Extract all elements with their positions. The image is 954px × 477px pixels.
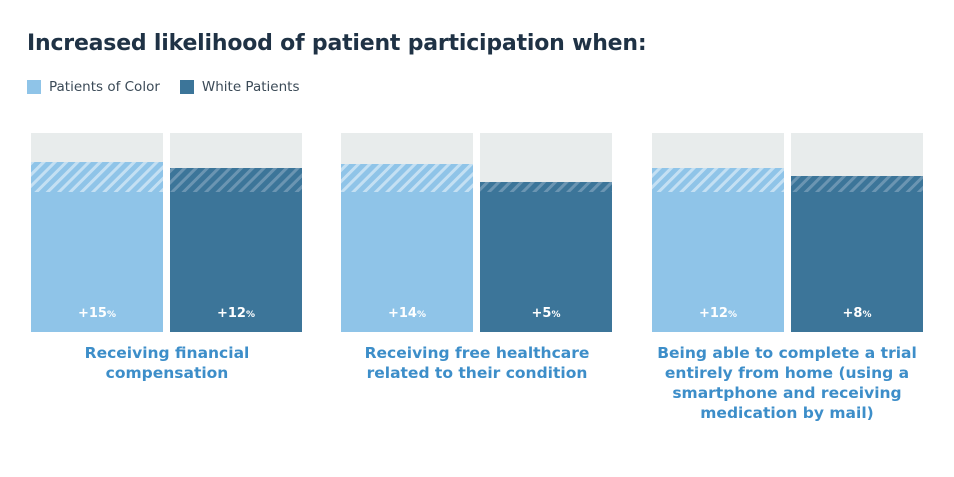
legend-item-patients-of-color: Patients of Color — [27, 79, 160, 95]
legend-item-white-patients: White Patients — [179, 79, 300, 95]
legend-label-white-patients: White Patients — [201, 79, 300, 95]
category-label-trial-from-home: Being able to complete a trial entirely … — [657, 344, 917, 422]
legend-label-patients-of-color: Patients of Color — [49, 79, 160, 95]
value-label-healthcare-poc: +14% — [388, 306, 426, 321]
bar-base-home-poc — [652, 192, 784, 332]
category-label-free-healthcare: Receiving free healthcare related to the… — [364, 344, 590, 382]
bar-base-financial-poc — [31, 192, 163, 332]
value-label-financial-white: +12% — [217, 306, 255, 321]
bars-group: +15% +12% +14% +5% +12% +8% — [31, 133, 923, 332]
bar-base-healthcare-poc — [341, 192, 473, 332]
value-label-home-poc: +12% — [699, 306, 737, 321]
bar-base-healthcare-white — [480, 192, 612, 332]
value-label-healthcare-white: +5% — [532, 306, 561, 321]
bar-increase-financial-poc — [31, 162, 163, 192]
bar-increase-home-poc — [652, 168, 784, 192]
bar-increase-home-white — [791, 176, 923, 192]
bar-increase-healthcare-white — [480, 182, 612, 192]
bar-increase-financial-white — [170, 168, 302, 192]
value-label-home-white: +8% — [843, 306, 872, 321]
bar-base-home-white — [791, 192, 923, 332]
category-label-financial-compensation: Receiving financial compensation — [84, 344, 250, 382]
legend-swatch-white-patients — [179, 80, 194, 94]
bar-increase-healthcare-poc — [341, 164, 473, 192]
legend-swatch-patients-of-color — [27, 80, 41, 94]
legend: Patients of Color White Patients — [27, 79, 319, 95]
bar-base-financial-white — [170, 192, 302, 332]
chart-title: Increased likelihood of patient particip… — [27, 31, 647, 56]
value-label-financial-poc: +15% — [78, 306, 116, 321]
